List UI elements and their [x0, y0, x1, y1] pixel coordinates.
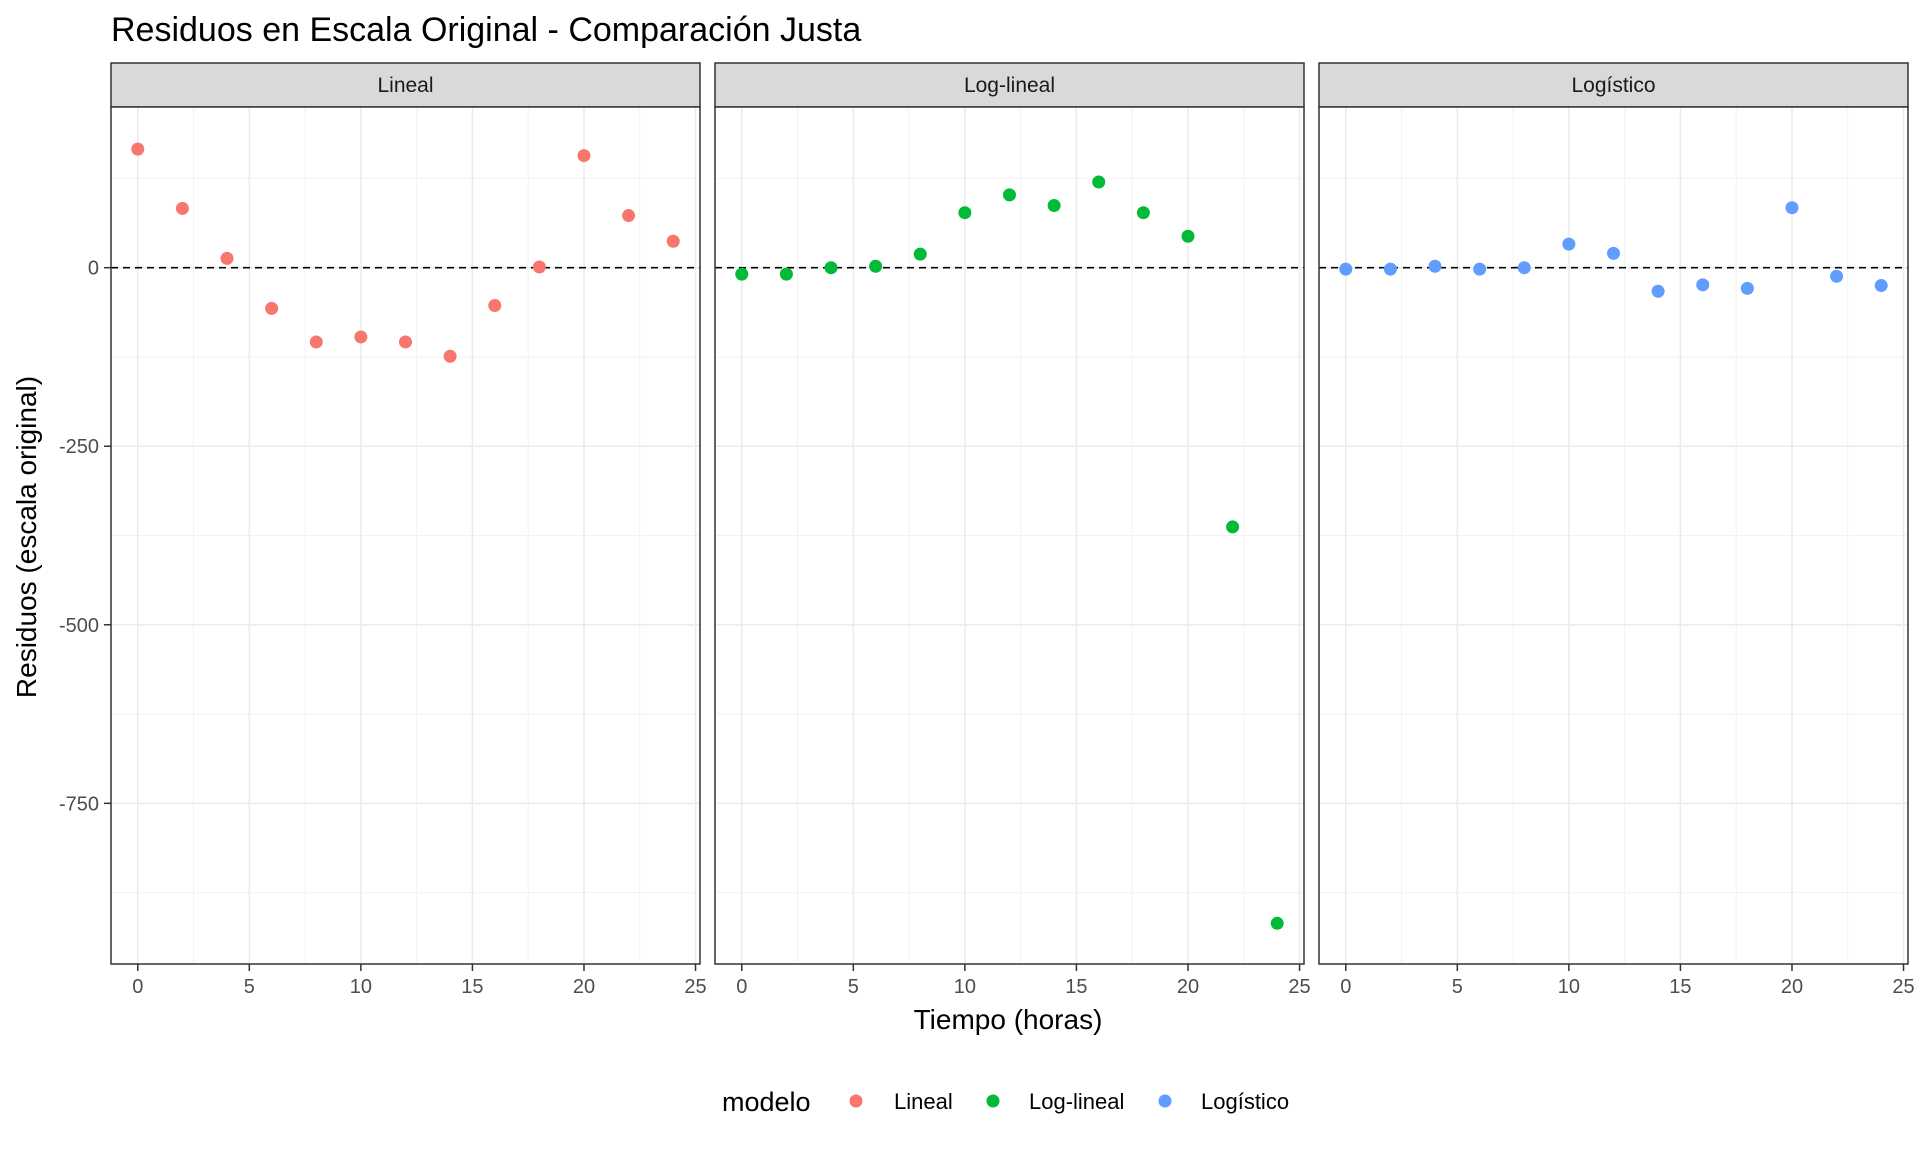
data-point	[666, 234, 680, 248]
legend: modelo Lineal Log-lineal Logístico	[722, 1087, 1289, 1117]
legend-key	[849, 1094, 863, 1108]
panel-border	[110, 106, 701, 965]
data-point	[735, 267, 749, 281]
x-tick-label: 10	[1558, 976, 1580, 998]
data-point	[1651, 284, 1665, 298]
panel-border	[714, 106, 1305, 965]
data-point	[1473, 262, 1487, 276]
chart-title: Residuos en Escala Original - Comparació…	[111, 11, 861, 49]
panel-1: Lineal 0 5 10 15 20 25	[110, 62, 707, 998]
panel-strip-label: Logístico	[1571, 74, 1655, 97]
data-point	[443, 349, 457, 363]
panel-3: Logístico 0 5 10 15 20 25	[1318, 62, 1915, 998]
x-tick-label: 5	[244, 976, 255, 998]
data-point	[1562, 237, 1576, 251]
data-point	[824, 261, 838, 275]
data-point	[1874, 279, 1888, 293]
data-point	[1696, 278, 1710, 292]
data-point	[309, 335, 323, 349]
x-tick-label: 15	[461, 976, 483, 998]
y-axis: 0 -250 -500 -750	[59, 258, 111, 815]
data-point	[354, 330, 368, 344]
legend-key	[1158, 1094, 1172, 1108]
data-point	[1517, 261, 1531, 275]
data-point	[265, 301, 279, 315]
legend-label: Log-lineal	[1029, 1089, 1124, 1114]
x-tick-label: 10	[350, 976, 372, 998]
legend-title: modelo	[722, 1087, 811, 1117]
y-tick-label: -750	[59, 793, 99, 815]
legend-item: Logístico	[1158, 1089, 1289, 1114]
data-point	[1003, 188, 1016, 202]
data-point	[399, 335, 412, 349]
legend-item: Log-lineal	[986, 1089, 1124, 1114]
x-tick-label: 25	[1892, 976, 1914, 998]
panel-strip-label: Log-lineal	[964, 74, 1055, 97]
legend-label: Logístico	[1201, 1089, 1289, 1114]
x-tick-label: 0	[736, 976, 747, 998]
data-point	[131, 142, 145, 156]
data-point	[1226, 520, 1240, 534]
x-axis-title: Tiempo (horas)	[914, 1004, 1103, 1035]
x-tick-label: 15	[1065, 976, 1087, 998]
x-tick-label: 0	[1340, 976, 1351, 998]
x-tick-label: 20	[1177, 976, 1199, 998]
panel-2: Log-lineal 0 5 10 15 20 25	[714, 62, 1311, 998]
x-tick-label: 25	[1288, 976, 1310, 998]
x-tick-label: 10	[954, 976, 976, 998]
data-point	[532, 260, 546, 274]
data-point	[1047, 199, 1061, 213]
x-tick-label: 5	[1452, 976, 1463, 998]
data-point	[1607, 246, 1620, 260]
data-point	[220, 251, 234, 265]
y-tick-label: 0	[88, 258, 99, 280]
data-point	[1428, 259, 1442, 273]
data-point	[1136, 206, 1150, 220]
data-point	[1181, 229, 1195, 243]
data-point	[622, 209, 636, 223]
data-point	[779, 267, 793, 281]
panel-strip	[1318, 62, 1909, 108]
y-tick-label: -250	[59, 436, 99, 458]
legend-key	[986, 1094, 1000, 1108]
legend-item: Lineal	[849, 1089, 953, 1114]
data-point	[1339, 262, 1353, 276]
data-point	[1740, 281, 1754, 295]
data-point	[488, 299, 502, 313]
y-axis-title: Residuos (escala original)	[11, 376, 42, 698]
x-tick-label: 0	[132, 976, 143, 998]
data-point	[913, 247, 927, 261]
x-tick-label: 5	[848, 976, 859, 998]
data-point	[577, 149, 591, 163]
data-point	[1092, 175, 1106, 189]
data-point	[869, 259, 883, 273]
x-tick-label: 20	[573, 976, 595, 998]
legend-label: Lineal	[894, 1089, 953, 1114]
data-point	[175, 201, 189, 215]
panel-border	[1318, 106, 1909, 965]
panel-strip	[714, 62, 1305, 108]
x-tick-label: 20	[1781, 976, 1803, 998]
x-tick-label: 25	[684, 976, 706, 998]
x-tick-label: 15	[1669, 976, 1691, 998]
data-point	[1270, 916, 1284, 930]
y-tick-label: -500	[59, 615, 99, 637]
panel-strip	[110, 62, 701, 108]
data-point	[1830, 269, 1844, 283]
data-point	[1785, 201, 1799, 215]
data-point	[1383, 262, 1397, 276]
panel-strip-label: Lineal	[377, 74, 433, 97]
data-point	[958, 206, 972, 220]
